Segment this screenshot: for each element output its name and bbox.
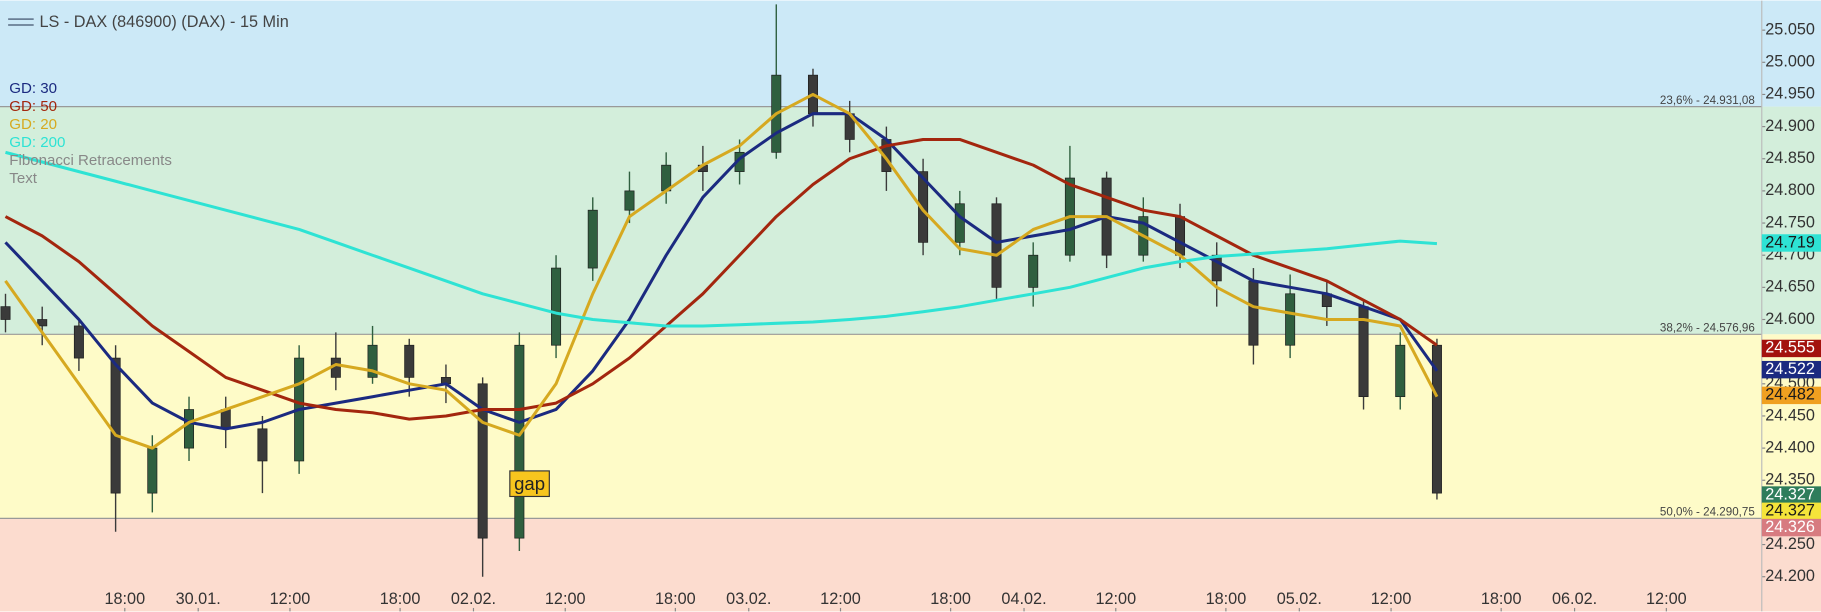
candle-body — [73, 325, 84, 359]
candle-body — [477, 383, 488, 539]
ma-line — [4, 92, 1439, 450]
candle-body — [1028, 254, 1039, 288]
y-tick-label: 24.350 — [1765, 471, 1815, 489]
price-badge — [1761, 386, 1821, 405]
y-tick-label: 24.850 — [1765, 149, 1815, 167]
x-tick-label: 12:00 — [270, 590, 311, 608]
y-tick-label: 24.250 — [1765, 535, 1815, 553]
y-tick-label: 24.400 — [1765, 438, 1815, 456]
x-tick-label: 12:00 — [1646, 590, 1687, 608]
candle-body — [37, 319, 48, 327]
fib-zone — [0, 0, 1821, 107]
x-tick-label: 06.02. — [1552, 590, 1597, 608]
chart-title: LS - DAX (846900) (DAX) - 15 Min — [39, 13, 288, 31]
price-badge — [1761, 486, 1821, 504]
annotation: gap — [509, 470, 550, 498]
candle-body — [184, 409, 195, 449]
legend-entry: Fibonacci Retracements — [9, 152, 172, 169]
y-tick-label: 24.950 — [1765, 85, 1815, 103]
candle-body — [624, 190, 635, 211]
ma-line — [5, 150, 1438, 328]
price-badge-label: 24.522 — [1765, 360, 1815, 378]
candle-body — [918, 171, 929, 243]
x-tick-label: 02.02. — [451, 590, 496, 608]
candle-body — [514, 344, 525, 539]
candle-body — [1285, 293, 1296, 346]
ma-line — [4, 112, 1439, 431]
y-tick-label: 24.900 — [1765, 117, 1815, 135]
candle-body — [367, 344, 378, 378]
fib-label: 50,0% - 24.290,75 — [1660, 506, 1755, 519]
price-badge-label: 24.327 — [1765, 485, 1815, 503]
x-tick-label: 04.02. — [1001, 590, 1046, 608]
x-tick-label: 12:00 — [820, 590, 861, 608]
x-tick-label: 05.02. — [1277, 590, 1322, 608]
candle-body — [587, 209, 598, 269]
legend-entry: GD: 50 — [9, 98, 57, 115]
candle-body — [257, 428, 268, 462]
x-tick-label: 12:00 — [545, 590, 586, 608]
annotation-box — [509, 470, 550, 498]
candle-body — [1175, 216, 1186, 256]
x-tick-label: 18:00 — [1206, 590, 1247, 608]
price-badge — [1761, 518, 1821, 537]
fib-zone — [0, 518, 1821, 612]
y-tick-label: 24.200 — [1765, 567, 1815, 585]
candle-body — [404, 344, 415, 378]
legend-entry: GD: 30 — [9, 80, 57, 97]
y-tick-label: 24.750 — [1765, 213, 1815, 231]
y-tick-label: 25.000 — [1765, 53, 1815, 71]
x-tick-label: 12:00 — [1371, 590, 1412, 608]
y-tick-label: 24.450 — [1765, 406, 1815, 424]
y-tick-label: 24.650 — [1765, 278, 1815, 296]
fib-zone — [0, 334, 1821, 519]
fib-zone — [0, 106, 1821, 335]
candle-body — [1248, 280, 1259, 346]
candle-body — [110, 357, 121, 494]
x-tick-label: 18:00 — [655, 590, 696, 608]
y-tick-label: 25.050 — [1765, 20, 1815, 38]
candle-body — [1395, 344, 1406, 398]
annotation-text: gap — [514, 473, 545, 494]
price-badge — [1761, 360, 1821, 379]
x-tick-label: 30.01. — [176, 590, 221, 608]
ma-line — [4, 137, 1438, 421]
candle-body — [147, 447, 158, 494]
legend-entry: GD: 200 — [9, 134, 65, 151]
legend-entry: Text — [9, 170, 37, 187]
x-tick-label: 03.02. — [726, 590, 771, 608]
candle-body — [0, 306, 11, 320]
fib-label: 38,2% - 24.576,96 — [1660, 322, 1755, 335]
legend-entry: GD: 20 — [9, 116, 57, 133]
x-tick-label: 18:00 — [104, 590, 145, 608]
y-tick-label: 24.800 — [1765, 181, 1815, 199]
price-badge-label: 24.555 — [1765, 339, 1815, 357]
x-tick-label: 18:00 — [380, 590, 421, 608]
candle-body — [220, 409, 231, 430]
fib-label: 23,6% - 24.931,08 — [1660, 94, 1755, 107]
price-badge — [1761, 234, 1821, 252]
x-tick-label: 18:00 — [1481, 590, 1522, 608]
price-badge-label: 24.482 — [1765, 386, 1815, 404]
price-badge-label: 24.719 — [1765, 233, 1815, 251]
price-badge-label: 24.327 — [1765, 502, 1815, 520]
candle-body — [551, 267, 562, 346]
x-tick-label: 18:00 — [930, 590, 971, 608]
price-badge-label: 24.326 — [1765, 518, 1815, 536]
price-badge — [1761, 339, 1821, 358]
price-badge — [1761, 502, 1821, 521]
x-tick-label: 12:00 — [1095, 590, 1136, 608]
title-group: LS - DAX (846900) (DAX) - 15 Min — [8, 13, 289, 31]
y-tick-label: 24.600 — [1765, 310, 1815, 328]
candle-body — [954, 203, 965, 243]
candle-body — [991, 203, 1002, 288]
